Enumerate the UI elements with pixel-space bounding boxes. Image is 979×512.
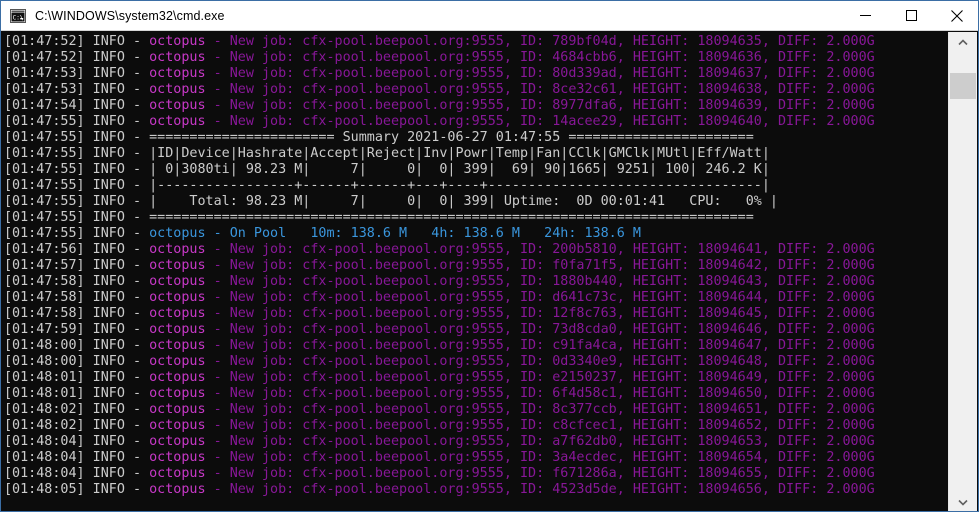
log-line: [01:47:56] INFO - octopus - New job: cfx…	[4, 242, 875, 258]
log-line: [01:47:55] INFO - |-----------------+---…	[4, 178, 770, 194]
scroll-down-button[interactable]	[949, 492, 977, 511]
log-line: [01:47:59] INFO - octopus - New job: cfx…	[4, 322, 875, 338]
log-lines: [01:47:52] INFO - octopus - New job: cfx…	[4, 34, 875, 498]
minimize-button[interactable]	[842, 1, 888, 30]
log-line: [01:48:04] INFO - octopus - New job: cfx…	[4, 466, 875, 482]
log-line: [01:47:55] INFO - | Total: 98.23 M| 7| 0…	[4, 194, 778, 210]
log-line: [01:48:01] INFO - octopus - New job: cfx…	[4, 370, 875, 386]
log-line: [01:47:55] INFO - ======================…	[4, 210, 754, 226]
log-line: [01:48:02] INFO - octopus - New job: cfx…	[4, 402, 875, 418]
log-line: [01:47:55] INFO - octopus - New job: cfx…	[4, 114, 875, 130]
log-line: [01:47:58] INFO - octopus - New job: cfx…	[4, 290, 875, 306]
terminal-output[interactable]: [01:47:52] INFO - octopus - New job: cfx…	[2, 32, 950, 511]
title-bar[interactable]: C:\ C:\WINDOWS\system32\cmd.exe	[1, 1, 978, 31]
vertical-scrollbar[interactable]	[948, 32, 977, 511]
scrollbar-thumb[interactable]	[950, 72, 976, 99]
log-line: [01:47:55] INFO - | 0|3080ti| 98.23 M| 7…	[4, 162, 770, 178]
close-button[interactable]	[934, 1, 978, 30]
log-line: [01:47:55] INFO - |ID|Device|Hashrate|Ac…	[4, 146, 770, 162]
window-title: C:\WINDOWS\system32\cmd.exe	[35, 8, 225, 23]
scroll-up-button[interactable]	[949, 32, 977, 52]
log-line: [01:48:00] INFO - octopus - New job: cfx…	[4, 354, 875, 370]
maximize-button[interactable]	[888, 1, 934, 30]
log-line: [01:48:02] INFO - octopus - New job: cfx…	[4, 418, 875, 434]
log-line: [01:47:58] INFO - octopus - New job: cfx…	[4, 274, 875, 290]
cmd-icon: C:\	[10, 8, 26, 24]
log-line: [01:47:54] INFO - octopus - New job: cfx…	[4, 98, 875, 114]
log-line: [01:47:52] INFO - octopus - New job: cfx…	[4, 50, 875, 66]
log-line: [01:48:01] INFO - octopus - New job: cfx…	[4, 386, 875, 402]
log-line: [01:47:55] INFO - ======================…	[4, 130, 754, 146]
log-line: [01:47:53] INFO - octopus - New job: cfx…	[4, 66, 875, 82]
svg-text:C:\: C:\	[13, 14, 24, 21]
log-line: [01:48:00] INFO - octopus - New job: cfx…	[4, 338, 875, 354]
log-line: [01:48:04] INFO - octopus - New job: cfx…	[4, 450, 875, 466]
log-line: [01:47:52] INFO - octopus - New job: cfx…	[4, 34, 875, 49]
log-line: [01:48:04] INFO - octopus - New job: cfx…	[4, 434, 875, 450]
log-line: [01:47:53] INFO - octopus - New job: cfx…	[4, 82, 875, 98]
log-line: [01:47:58] INFO - octopus - New job: cfx…	[4, 306, 875, 322]
log-line: [01:48:05] INFO - octopus - New job: cfx…	[4, 482, 875, 498]
log-line: [01:47:57] INFO - octopus - New job: cfx…	[4, 258, 875, 274]
log-line: [01:47:55] INFO - octopus - On Pool 10m:…	[4, 226, 641, 242]
